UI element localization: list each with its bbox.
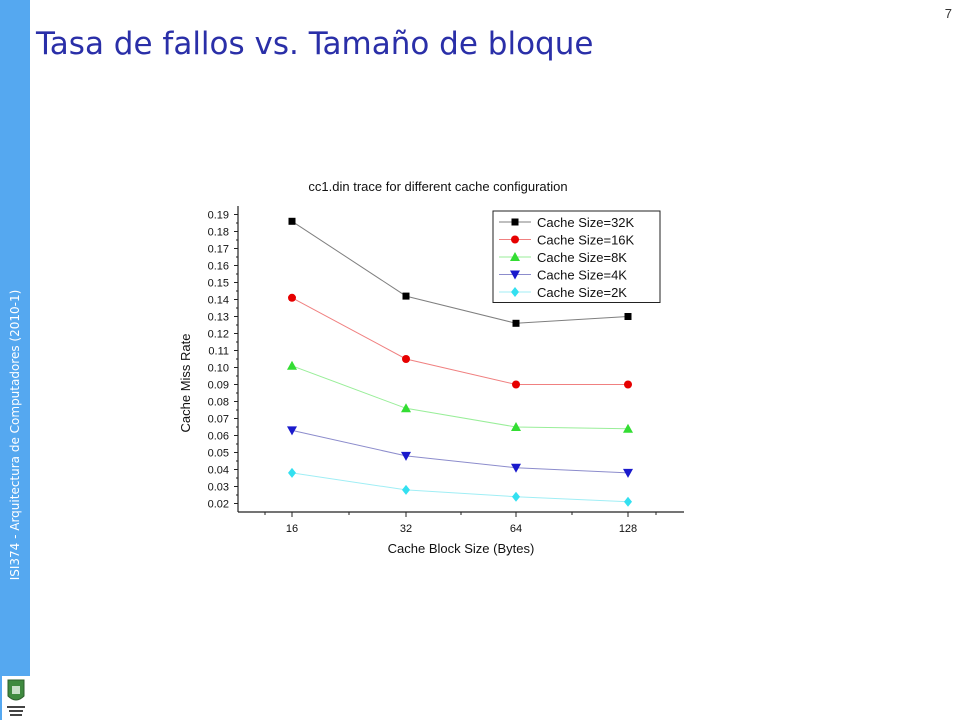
axes: 0.02 0.03 0.04 0.05 0.06 0.07 0.08 0.09 0.10 0.11… <box>208 206 684 535</box>
data-point <box>287 360 297 370</box>
x-tick-label: 128 <box>619 523 637 535</box>
series-line <box>291 429 629 474</box>
y-tick-label: 0.08 <box>208 397 229 409</box>
y-tick-label: 0.05 <box>208 448 229 460</box>
data-point <box>288 217 296 225</box>
data-point <box>623 423 633 433</box>
data-point <box>511 422 521 431</box>
data-point <box>624 496 632 507</box>
x-tick-label: 16 <box>286 523 298 535</box>
chart-canvas: cc1.din trace for different cache config… <box>178 179 684 556</box>
series-2 <box>287 360 633 433</box>
legend-label: Cache Size=8K <box>537 250 627 265</box>
legend: Cache Size=32K Cache Size=16K Cache Size=8… <box>492 210 661 303</box>
data-point <box>402 355 410 363</box>
y-axis-label: Cache Miss Rate <box>178 334 193 433</box>
y-tick-label: 0.09 <box>208 380 229 392</box>
y-tick-label: 0.12 <box>208 329 229 341</box>
y-tick-label: 0.16 <box>208 261 229 273</box>
y-tick-label: 0.11 <box>208 346 229 358</box>
legend-label: Cache Size=4K <box>537 268 627 283</box>
data-point <box>288 293 296 302</box>
legend-marker <box>511 218 519 226</box>
legend-marker <box>510 252 520 261</box>
legend-marker <box>510 270 520 280</box>
data-point <box>623 468 633 478</box>
series-1 <box>288 293 632 389</box>
page-number: 7 <box>944 6 952 21</box>
sidebar: ISI374 - Arquitectura de Computadores (2… <box>0 0 30 720</box>
data-point <box>402 292 410 300</box>
university-logo-icon <box>2 676 30 720</box>
y-tick-label: 0.07 <box>208 414 229 426</box>
legend-label: Cache Size=32K <box>537 215 635 230</box>
data-point <box>287 426 297 436</box>
y-tick-label: 0.10 <box>208 363 229 375</box>
series-4 <box>288 467 632 507</box>
data-point <box>512 380 520 389</box>
y-tick-label: 0.17 <box>208 244 229 256</box>
data-point <box>401 403 411 413</box>
legend-marker <box>511 235 519 244</box>
y-tick-label: 0.06 <box>208 431 229 443</box>
x-axis-label: Cache Block Size (Bytes) <box>388 541 535 556</box>
series-3 <box>287 426 633 478</box>
legend-marker <box>511 287 519 297</box>
series-0 <box>288 217 632 327</box>
y-tick-label: 0.18 <box>208 227 229 239</box>
legend-label: Cache Size=16K <box>537 233 635 248</box>
data-point <box>624 380 632 389</box>
data-point <box>512 319 520 327</box>
x-tick-label: 32 <box>400 523 412 535</box>
y-tick-label: 0.03 <box>208 482 229 494</box>
series-line <box>291 297 628 385</box>
y-tick-label: 0.15 <box>208 278 229 290</box>
x-tick-label: 64 <box>510 523 522 535</box>
series-line <box>291 220 629 324</box>
data-point <box>288 467 296 478</box>
y-tick-label: 0.14 <box>208 295 229 307</box>
data-point <box>512 491 520 502</box>
y-tick-label: 0.19 <box>208 210 229 222</box>
series-group <box>287 217 633 507</box>
miss-rate-chart: cc1.din trace for different cache config… <box>170 170 700 574</box>
data-point <box>401 451 411 461</box>
slide-title: Tasa de fallos vs. Tamaño de bloque <box>36 26 594 62</box>
y-tick-label: 0.04 <box>208 465 229 477</box>
data-point <box>624 313 632 320</box>
y-tick-label: 0.02 <box>208 499 229 511</box>
y-tick-label: 0.13 <box>208 312 229 324</box>
sidebar-course-label: ISI374 - Arquitectura de Computadores (2… <box>8 289 22 581</box>
legend-label: Cache Size=2K <box>537 285 627 300</box>
data-point <box>402 484 410 495</box>
series-line <box>291 365 629 430</box>
data-point <box>511 463 521 473</box>
series-line <box>291 472 629 503</box>
chart-title: cc1.din trace for different cache config… <box>308 179 567 194</box>
